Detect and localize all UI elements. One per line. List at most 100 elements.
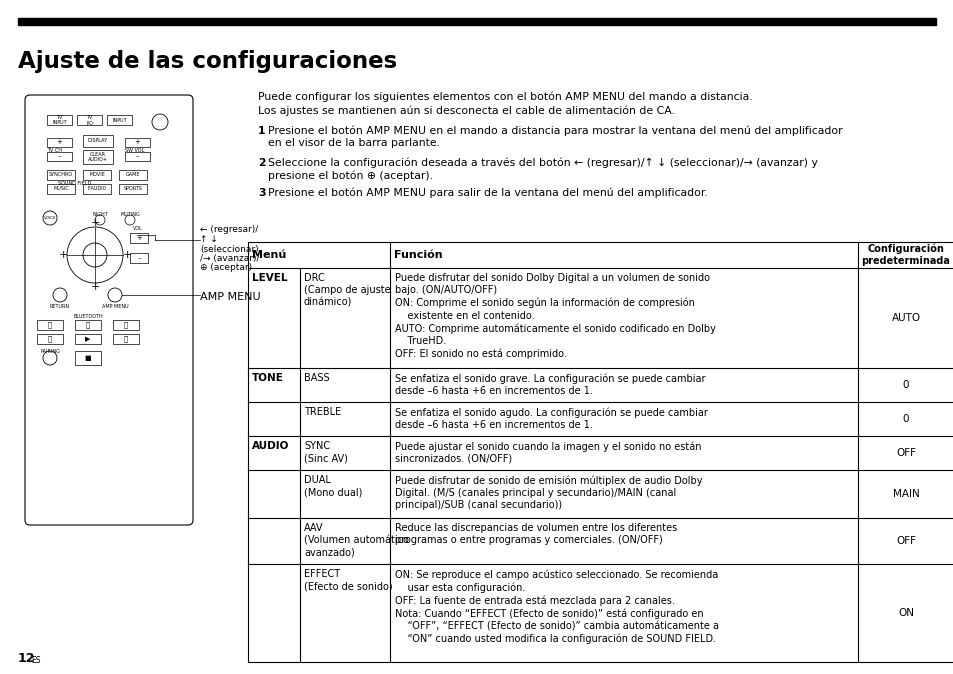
Text: AUDIO: AUDIO (252, 441, 289, 451)
Text: AMP MENU: AMP MENU (102, 304, 128, 309)
Bar (130, 253, 148, 263)
Text: BLUETOOTH: BLUETOOTH (73, 314, 103, 319)
Text: 3: 3 (257, 188, 265, 198)
Text: +: + (136, 235, 142, 241)
Bar (47, 152, 71, 161)
Text: EFFECT
(Efecto de sonido): EFFECT (Efecto de sonido) (304, 569, 393, 591)
Text: ▶: ▶ (85, 336, 91, 342)
Text: SPORTS: SPORTS (124, 187, 142, 191)
Bar (125, 152, 150, 161)
Text: RETURN: RETURN (50, 304, 70, 309)
Text: VOICE: VOICE (44, 216, 56, 220)
Text: PAIRING: PAIRING (40, 349, 60, 354)
Bar (47, 184, 75, 194)
Text: Se enfatiza el sonido grave. La configuración se puede cambiar
desde –6 hasta +6: Se enfatiza el sonido grave. La configur… (395, 373, 705, 396)
Text: OFF: OFF (895, 536, 915, 546)
Bar (47, 115, 71, 125)
Text: OFF: OFF (895, 448, 915, 458)
Text: Se enfatiza el sonido agudo. La configuración se puede cambiar
desde –6 hasta +6: Se enfatiza el sonido agudo. La configur… (395, 407, 707, 430)
Text: ⏪: ⏪ (48, 336, 52, 342)
Text: 0: 0 (902, 414, 908, 424)
Bar (125, 138, 150, 147)
Text: DISPLAY: DISPLAY (88, 138, 108, 144)
Text: 12: 12 (18, 652, 35, 665)
Text: ← (regresar)/: ← (regresar)/ (200, 225, 258, 234)
Bar (112, 320, 139, 330)
Text: ON: Se reproduce el campo acústico seleccionado. Se recomienda
    usar esta con: ON: Se reproduce el campo acústico selec… (395, 569, 719, 644)
Text: Menú: Menú (252, 250, 286, 260)
Text: TV CH: TV CH (47, 148, 62, 153)
Text: AAV
(Volumen automático
avanzado): AAV (Volumen automático avanzado) (304, 523, 409, 558)
Text: Puede disfrutar de sonido de emisión múltiplex de audio Dolby
Digital. (M/S (can: Puede disfrutar de sonido de emisión múl… (395, 475, 701, 510)
Text: –: – (135, 154, 139, 160)
Bar (83, 135, 112, 147)
Text: /→ (avanzar)/: /→ (avanzar)/ (200, 254, 259, 263)
Text: INPUT: INPUT (112, 117, 127, 123)
Text: TV
INPUT: TV INPUT (52, 115, 67, 125)
Text: ■: ■ (85, 355, 91, 361)
Text: ⏸: ⏸ (86, 321, 90, 328)
Text: TV
I/O: TV I/O (86, 115, 92, 125)
Bar (37, 320, 63, 330)
Text: +: + (91, 282, 99, 292)
Text: DUAL
(Mono dual): DUAL (Mono dual) (304, 475, 362, 497)
Text: SW VOL: SW VOL (125, 148, 144, 153)
Text: 2: 2 (257, 158, 265, 168)
Bar (119, 184, 147, 194)
Text: AUTO: AUTO (890, 313, 920, 323)
Text: BASS: BASS (304, 373, 330, 383)
Text: Presione el botón AMP MENU para salir de la ventana del menú del amplificador.: Presione el botón AMP MENU para salir de… (268, 188, 707, 199)
Text: +: + (56, 140, 62, 146)
Text: Reduce las discrepancias de volumen entre los diferentes
programas o entre progr: Reduce las discrepancias de volumen entr… (395, 523, 677, 545)
Bar (75, 320, 101, 330)
Text: (seleccionar): (seleccionar) (200, 245, 258, 254)
Text: F.AUDIO: F.AUDIO (88, 187, 107, 191)
Text: SYNC
(Sinc AV): SYNC (Sinc AV) (304, 441, 348, 464)
Text: Puede disfrutar del sonido Dolby Digital a un volumen de sonido
bajo. (ON/AUTO/O: Puede disfrutar del sonido Dolby Digital… (395, 273, 715, 359)
Text: TONE: TONE (252, 373, 284, 383)
Text: LEVEL: LEVEL (252, 273, 287, 283)
Text: –: – (137, 255, 141, 261)
Text: Puede configurar los siguientes elementos con el botón AMP MENU del mando a dist: Puede configurar los siguientes elemento… (257, 92, 752, 102)
Text: +: + (122, 250, 132, 260)
Bar (107, 115, 132, 125)
Text: Función: Función (394, 250, 442, 260)
Text: Los ajustes se mantienen aún si desconecta el cable de alimentación de CA.: Los ajustes se mantienen aún si desconec… (257, 106, 674, 117)
Bar (37, 334, 63, 344)
Bar (112, 334, 139, 344)
Text: ⏮: ⏮ (48, 321, 52, 328)
Bar (130, 233, 148, 243)
Text: Puede ajustar el sonido cuando la imagen y el sonido no están
sincronizados. (ON: Puede ajustar el sonido cuando la imagen… (395, 441, 700, 464)
Text: Configuración
predeterminada: Configuración predeterminada (861, 243, 949, 266)
Text: MUTING: MUTING (120, 212, 140, 217)
Text: TREBLE: TREBLE (304, 407, 341, 417)
Text: 1: 1 (257, 126, 265, 136)
Text: SYNCHRO: SYNCHRO (49, 173, 73, 177)
Text: +: + (134, 140, 140, 146)
Text: 0: 0 (902, 380, 908, 390)
Text: NIGHT: NIGHT (92, 212, 108, 217)
Text: VOL: VOL (133, 226, 143, 231)
Text: ⊕ (aceptar): ⊕ (aceptar) (200, 263, 252, 272)
Bar (83, 150, 112, 164)
Bar (18, 18, 935, 25)
Bar (47, 138, 71, 147)
Text: Seleccione la configuración deseada a través del botón ← (regresar)/↑ ↓ (selecci: Seleccione la configuración deseada a tr… (268, 158, 817, 181)
Bar (47, 170, 75, 180)
FancyBboxPatch shape (25, 95, 193, 525)
Bar (119, 170, 147, 180)
Bar (83, 170, 111, 180)
Text: Ajuste de las configuraciones: Ajuste de las configuraciones (18, 50, 396, 73)
Text: ⏩: ⏩ (124, 336, 128, 342)
Bar (83, 184, 111, 194)
Text: GAME: GAME (126, 173, 140, 177)
Text: +: + (91, 218, 99, 228)
Text: MAIN: MAIN (892, 489, 919, 499)
Text: SOUND FIELD: SOUND FIELD (58, 181, 91, 186)
Text: ES: ES (30, 656, 40, 665)
Text: AMP MENU: AMP MENU (200, 292, 260, 302)
Text: –: – (58, 154, 61, 160)
Text: Presione el botón AMP MENU en el mando a distancia para mostrar la ventana del m: Presione el botón AMP MENU en el mando a… (268, 126, 841, 148)
Bar (75, 334, 101, 344)
Bar (75, 351, 101, 365)
